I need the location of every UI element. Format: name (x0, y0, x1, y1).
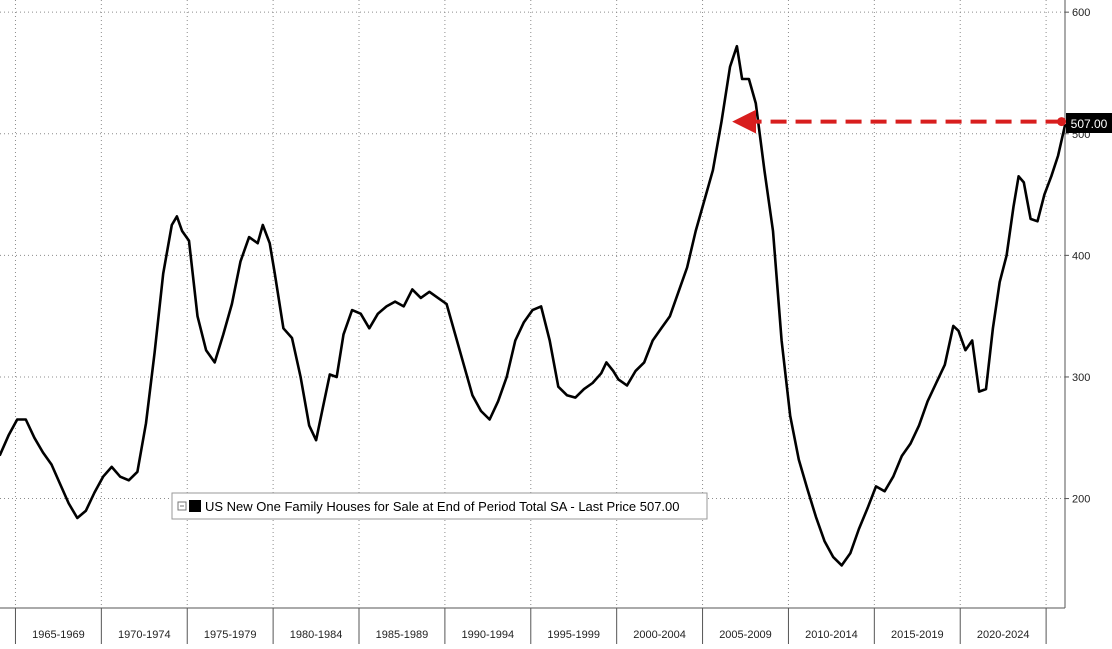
x-tick-label: 2010-2014 (805, 629, 858, 641)
x-tick-label: 1970-1974 (118, 629, 171, 641)
legend-swatch (189, 500, 201, 512)
series-line (0, 44, 1067, 567)
x-tick-label: 2000-2004 (633, 629, 686, 641)
series-layer (0, 44, 1067, 567)
y-tick-label: 300 (1072, 372, 1090, 384)
x-tick-label: 2015-2019 (891, 629, 944, 641)
legend: US New One Family Houses for Sale at End… (171, 492, 708, 520)
x-tick-label: 1980-1984 (290, 629, 343, 641)
gridlines (0, 0, 1065, 608)
x-tick-label: 1995-1999 (547, 629, 600, 641)
last-price-label: 507.00 (1071, 117, 1108, 131)
x-tick-label: 1975-1979 (204, 629, 257, 641)
legend-box (171, 492, 708, 520)
x-tick-label: 2005-2009 (719, 629, 772, 641)
x-tick-label: 1990-1994 (462, 629, 515, 641)
y-tick-label: 400 (1072, 250, 1090, 262)
x-tick-label: 2020-2024 (977, 629, 1030, 641)
x-tick-label: 1965-1969 (32, 629, 85, 641)
last-price-tag: 507.00 (1066, 113, 1112, 133)
last-price-box (1066, 113, 1112, 133)
y-tick-label: 600 (1072, 7, 1090, 19)
annotation-dot (1057, 117, 1067, 127)
y-tick-label: 200 (1072, 494, 1090, 506)
annotation-layer (732, 109, 1067, 134)
x-tick-label: 1985-1989 (376, 629, 429, 641)
legend-text: US New One Family Houses for Sale at End… (205, 499, 680, 514)
